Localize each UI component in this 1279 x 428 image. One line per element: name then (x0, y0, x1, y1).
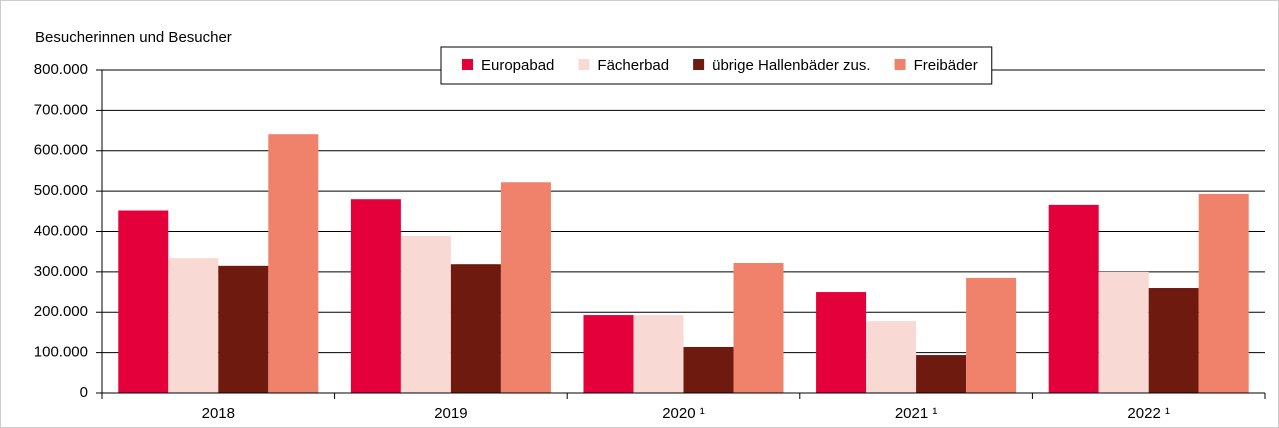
bar (866, 321, 917, 393)
legend-label: übrige Hallenbäder zus. (712, 57, 870, 74)
legend-label: Fächerbad (597, 57, 669, 74)
y-tick-label: 100.000 (34, 344, 88, 361)
x-tick-label: 2022 ¹ (1127, 405, 1170, 422)
y-tick-label: 700.000 (34, 101, 88, 118)
x-tick-label: 2020 ¹ (662, 405, 705, 422)
y-tick-label: 0 (80, 384, 88, 401)
legend: Europabad Fächerbad übrige Hallenbäder zus… (440, 46, 993, 85)
bar (500, 182, 551, 393)
y-tick-label: 600.000 (34, 142, 88, 159)
legend-swatch (693, 59, 705, 70)
bar (168, 258, 219, 393)
bar (400, 235, 451, 393)
legend-swatch (894, 59, 906, 70)
bar (633, 315, 684, 393)
x-tick-label: 2019 (434, 405, 467, 422)
bar (1048, 204, 1099, 393)
y-axis-label: Besucherinnen und Besucher (35, 29, 232, 46)
legend-swatch (462, 59, 473, 70)
bar (733, 262, 784, 393)
x-tick-label: 2021 ¹ (895, 405, 938, 422)
bar (1148, 288, 1199, 393)
bar (966, 277, 1017, 393)
y-tick-label: 400.000 (34, 222, 88, 239)
bar (218, 265, 269, 393)
y-tick-label: 300.000 (34, 263, 88, 280)
legend-label: Europabad (481, 57, 554, 74)
bar (583, 315, 634, 393)
bar (683, 346, 734, 393)
y-tick-label: 500.000 (34, 182, 88, 199)
legend-swatch (578, 59, 590, 70)
bar (816, 292, 867, 393)
bar (916, 355, 967, 393)
y-tick-label: 200.000 (34, 303, 88, 320)
x-tick-label: 2018 (202, 405, 235, 422)
legend-label: Freibäder (914, 57, 978, 74)
bar (268, 134, 319, 394)
bar (350, 199, 401, 393)
y-tick-label: 800.000 (34, 61, 88, 78)
bar (118, 210, 169, 393)
bar (1098, 271, 1149, 393)
bar (450, 264, 501, 393)
bar (1198, 193, 1249, 393)
